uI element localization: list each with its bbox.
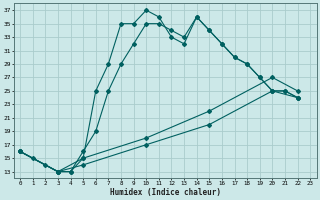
- X-axis label: Humidex (Indice chaleur): Humidex (Indice chaleur): [110, 188, 220, 197]
